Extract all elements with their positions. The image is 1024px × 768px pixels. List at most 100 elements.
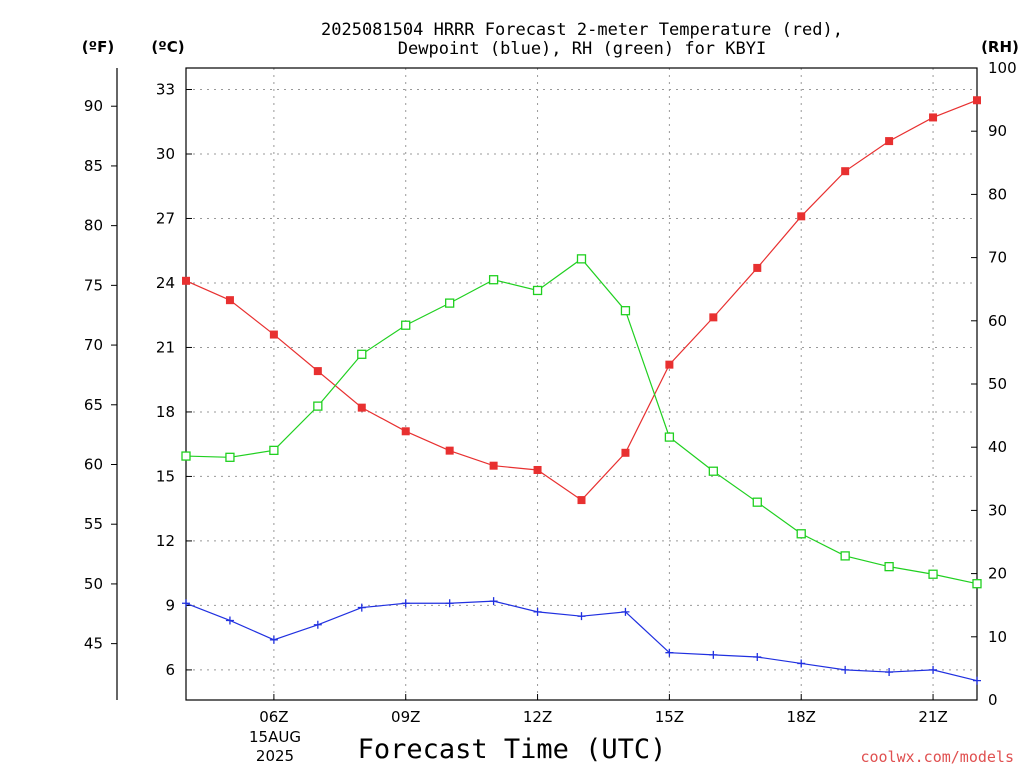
rh-point [313,401,323,411]
celsius-unit-label: (ºC) [151,38,184,56]
fahrenheit-tick-label: 75 [84,276,103,294]
fahrenheit-tick-label: 45 [84,635,103,653]
dewpoint-point [445,599,454,608]
date-label-year: 2025 [256,747,294,765]
celsius-tick-label: 21 [156,338,175,356]
x-axis-title: Forecast Time (UTC) [358,734,667,765]
rh-point [269,445,279,456]
temperature-point [621,448,630,457]
rh-tick-label: 60 [988,312,1007,330]
temperature-point [357,403,366,412]
celsius-tick-label: 18 [156,403,175,421]
x-tick-label: 06Z [259,708,288,726]
temperature-point [797,212,806,221]
rh-point [532,285,543,296]
temperature-point [533,465,542,474]
rh-tick-label: 40 [988,438,1007,456]
rh-point [401,320,411,330]
fahrenheit-tick-label: 80 [84,217,103,235]
temperature-series [182,96,981,505]
temperature-point [313,367,322,376]
fahrenheit-tick-label: 70 [84,336,103,354]
dewpoint-point [929,665,938,674]
fahrenheit-tick-label: 55 [84,515,103,533]
credit-label: coolwx.com/models [860,748,1014,766]
rh-point [796,529,806,539]
celsius-tick-label: 15 [156,467,175,485]
rh-point [445,298,455,308]
dewpoint-point [621,607,630,616]
celsius-tick-label: 9 [165,596,175,614]
rh-line [185,258,978,585]
rh-tick-label: 0 [988,691,998,709]
rh-point [972,579,982,589]
dewpoint-point [182,599,190,608]
series [181,96,982,685]
temperature-point [225,296,234,305]
rh-unit-label: (RH) [981,38,1019,56]
celsius-tick-label: 33 [156,80,175,98]
rh-point [840,551,850,561]
temperature-point [182,276,190,285]
dewpoint-point [973,676,981,685]
fahrenheit-tick-label: 50 [84,575,103,593]
x-tick-label: 12Z [523,708,552,726]
dewpoint-point [841,665,850,674]
dewpoint-point [489,597,498,606]
x-tick-label: 18Z [787,708,816,726]
celsius-tick-label: 6 [165,661,175,679]
temperature-point [269,330,278,339]
celsius-tick-label: 24 [156,274,175,292]
date-label-month: 15AUG [249,728,301,746]
rh-point [708,466,718,476]
rh-tick-label: 20 [988,565,1007,583]
fahrenheit-unit-label: (ºF) [82,38,114,56]
temperature-point [885,137,894,146]
rh-tick-label: 50 [988,375,1007,393]
x-tick-label: 15Z [655,708,684,726]
chart-title-line2: Dewpoint (blue), RH (green) for KBYI [398,39,766,59]
x-tick-label: 21Z [918,708,947,726]
dewpoint-point [313,620,322,629]
rh-point [181,451,191,461]
chart-title-line1: 2025081504 HRRR Forecast 2-meter Tempera… [321,20,843,40]
rh-tick-label: 90 [988,122,1007,140]
dewpoint-point [577,612,586,621]
rh-point [357,349,367,359]
grid [186,68,977,700]
celsius-tick-label: 27 [156,209,175,227]
rh-point [884,561,894,572]
dewpoint-point [533,607,542,616]
temperature-point [753,263,762,272]
temperature-point [489,461,498,470]
temperature-point [665,360,674,369]
temperature-point [445,446,454,455]
fahrenheit-tick-label: 60 [84,455,103,473]
temperature-point [401,427,410,436]
rh-point [620,306,631,316]
rh-tick-label: 100 [988,59,1017,77]
rh-tick-label: 10 [988,628,1007,646]
temperature-point [973,96,981,105]
rh-point [225,452,235,462]
dewpoint-point [797,659,806,668]
rh-point [664,432,675,442]
temperature-point [841,167,850,176]
axes: 45 50 55 60 65 70 75 80 85 90 6 9 12 15 18 21 24 27 30 33 0 1… [84,59,1017,726]
dewpoint-point [357,603,366,612]
dewpoint-point [665,648,674,657]
dewpoint-point [885,668,894,677]
dewpoint-point [401,599,410,608]
dewpoint-point [225,616,234,625]
fahrenheit-tick-label: 90 [84,97,103,115]
dewpoint-series [182,597,981,685]
rh-point [576,254,587,264]
fahrenheit-tick-label: 65 [84,396,103,414]
dewpoint-point [753,653,762,662]
temperature-line [185,99,978,501]
rh-tick-label: 30 [988,501,1007,519]
dewpoint-point [269,635,278,644]
dewpoint-point [709,650,718,659]
celsius-tick-label: 12 [156,532,175,550]
